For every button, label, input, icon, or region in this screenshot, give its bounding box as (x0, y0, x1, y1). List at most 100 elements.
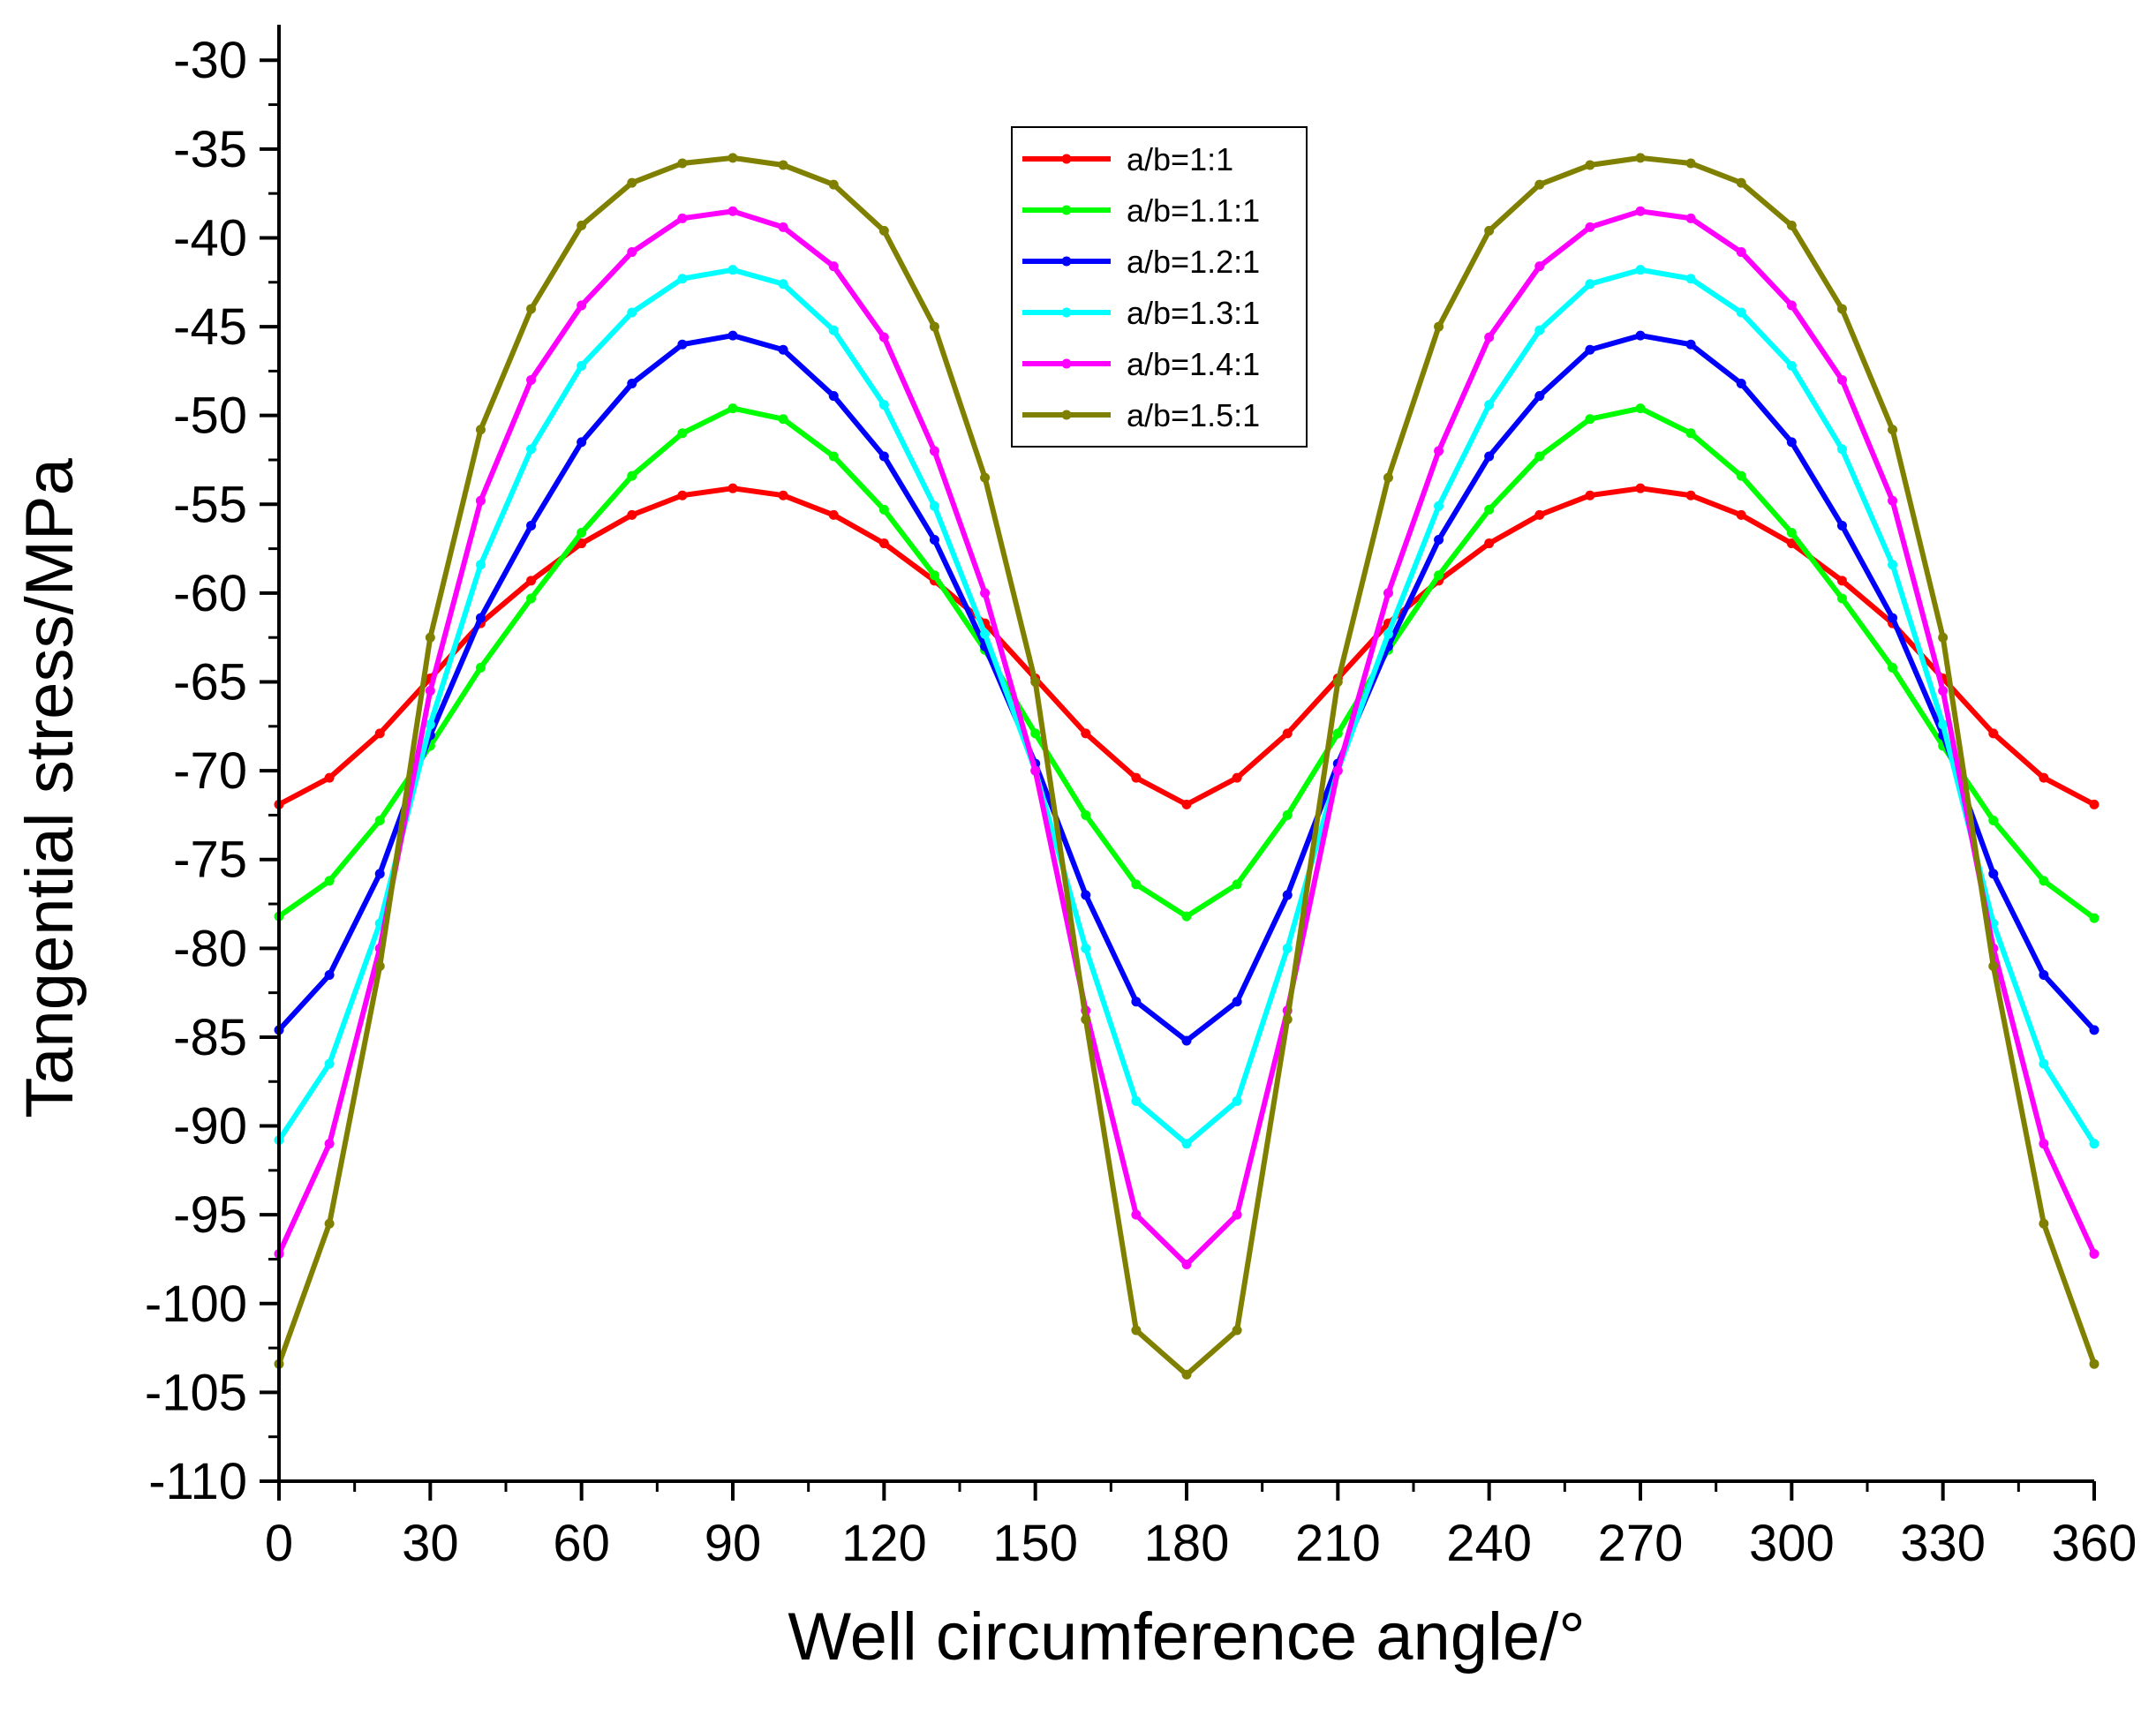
data-point (1988, 960, 1999, 971)
legend-marker (1061, 154, 1072, 164)
data-point (878, 225, 889, 236)
data-point (1988, 815, 1999, 825)
legend-marker (1061, 358, 1072, 369)
data-point (526, 593, 537, 604)
x-tick-label: 0 (265, 1515, 293, 1572)
data-point (1685, 158, 1696, 169)
data-point (1484, 451, 1495, 462)
data-point (627, 509, 637, 520)
data-point (324, 970, 335, 981)
data-point (1131, 1095, 1142, 1106)
x-tick-label: 360 (2052, 1515, 2137, 1572)
data-point (577, 220, 587, 230)
data-point (1081, 1014, 1091, 1025)
data-point (1332, 677, 1343, 688)
legend-marker (1061, 307, 1072, 318)
data-point (1484, 332, 1495, 342)
data-point (1131, 1325, 1142, 1336)
y-tick-label: -40 (173, 209, 247, 267)
data-point (425, 719, 435, 730)
data-point (878, 504, 889, 515)
data-point (1534, 451, 1545, 462)
data-point (1786, 360, 1797, 371)
data-point (1081, 890, 1091, 900)
data-point (1736, 247, 1746, 258)
data-point (1030, 677, 1041, 688)
legend-label: a/b=1.3:1 (1127, 295, 1260, 331)
data-point (1888, 425, 1898, 435)
data-point (577, 527, 587, 538)
data-point (627, 378, 637, 388)
data-point (1836, 593, 1847, 604)
data-point (1635, 206, 1646, 216)
data-point (324, 1218, 335, 1229)
data-point (828, 509, 839, 520)
x-tick-label: 120 (841, 1515, 927, 1572)
data-point (475, 662, 486, 673)
data-point (627, 307, 637, 318)
data-point (1585, 490, 1595, 500)
data-point (324, 1139, 335, 1149)
data-point (1081, 809, 1091, 820)
x-tick-label: 270 (1598, 1515, 1684, 1572)
series-layer (274, 153, 2099, 1380)
data-point (1383, 472, 1393, 483)
data-point (1383, 588, 1393, 598)
x-tick-label: 330 (1900, 1515, 1986, 1572)
data-point (526, 304, 537, 314)
data-point (727, 403, 738, 414)
data-point (627, 177, 637, 188)
data-point (828, 179, 839, 190)
data-point (1232, 772, 1242, 783)
data-point (1534, 509, 1545, 520)
data-point (1635, 265, 1646, 275)
data-point (1484, 538, 1495, 549)
x-tick-label: 300 (1749, 1515, 1835, 1572)
data-point (1081, 943, 1091, 953)
data-point (1232, 879, 1242, 890)
x-tick-label: 240 (1446, 1515, 1532, 1572)
data-point (2039, 772, 2049, 783)
data-point (1988, 728, 1999, 739)
data-point (2039, 876, 2049, 886)
y-tick-label: -45 (173, 298, 247, 356)
data-point (878, 332, 889, 342)
data-point (1635, 330, 1646, 341)
data-point (677, 428, 688, 439)
data-point (2039, 1218, 2049, 1229)
legend-label: a/b=1.5:1 (1127, 397, 1260, 433)
x-tick-label: 150 (992, 1515, 1078, 1572)
y-tick-label: -30 (173, 32, 247, 89)
data-point (1232, 1209, 1242, 1220)
data-point (2089, 1025, 2099, 1035)
x-tick-label: 210 (1295, 1515, 1381, 1572)
data-point (2089, 1248, 2099, 1259)
y-tick-label: -70 (173, 742, 247, 800)
data-point (677, 213, 688, 223)
data-point (1131, 772, 1142, 783)
data-point (929, 535, 939, 546)
x-tick-label: 180 (1144, 1515, 1230, 1572)
data-point (2039, 1058, 2049, 1069)
data-point (727, 483, 738, 493)
legend-label: a/b=1.1:1 (1127, 192, 1260, 229)
data-point (1282, 1014, 1293, 1025)
data-point (475, 613, 486, 623)
y-tick-label: -95 (173, 1186, 247, 1244)
data-point (1888, 662, 1898, 673)
data-point (475, 425, 486, 435)
data-point (1232, 1325, 1242, 1336)
data-point (828, 391, 839, 402)
data-point (1131, 997, 1142, 1007)
data-point (878, 400, 889, 410)
legend-marker (1061, 205, 1072, 215)
data-point (526, 520, 537, 531)
data-point (1736, 509, 1746, 520)
legend-marker (1061, 410, 1072, 420)
y-tick-label: -55 (173, 476, 247, 533)
data-point (1635, 483, 1646, 493)
data-point (324, 1058, 335, 1069)
data-point (727, 330, 738, 341)
data-point (778, 414, 788, 425)
